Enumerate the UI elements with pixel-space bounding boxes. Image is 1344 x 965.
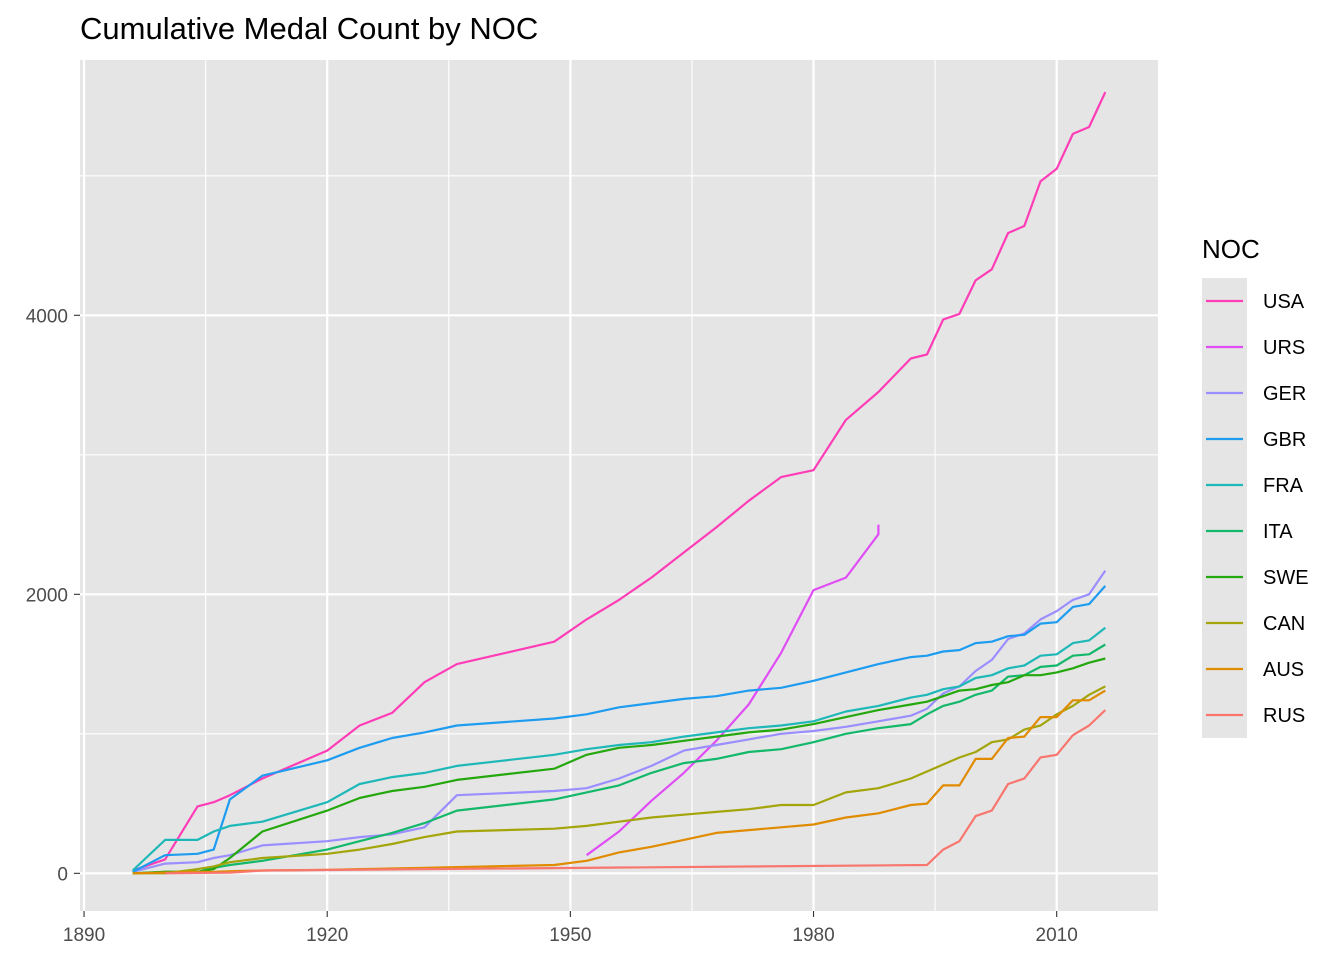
x-axis-tick-labels: 1890 1920 1950 1980 2010 xyxy=(63,925,1078,946)
series-line-rus xyxy=(165,709,1107,875)
legend-label-gbr: GBR xyxy=(1263,429,1306,451)
y-tick-label: 0 xyxy=(57,864,68,885)
series-line-urs xyxy=(585,524,880,857)
legend: NOC USA URS GER GBR FRA ITA SWE CAN AUS RUS xyxy=(1202,234,1309,738)
legend-label-urs: URS xyxy=(1263,337,1305,359)
major-gridlines xyxy=(80,60,1158,911)
series-line-can xyxy=(132,685,1106,875)
legend-label-usa: USA xyxy=(1263,291,1305,313)
minor-gridlines xyxy=(80,60,1158,911)
legend-items: USA URS GER GBR FRA ITA SWE CAN AUS RUS xyxy=(1202,278,1309,738)
legend-label-ger: GER xyxy=(1263,383,1306,405)
y-tick-label: 2000 xyxy=(26,585,68,606)
legend-label-swe: SWE xyxy=(1263,567,1309,589)
legend-label-rus: RUS xyxy=(1263,705,1305,727)
legend-label-fra: FRA xyxy=(1263,475,1304,497)
series-line-ita xyxy=(132,643,1106,875)
chart-title: Cumulative Medal Count by NOC xyxy=(80,11,538,46)
series-line-ger xyxy=(132,569,1107,873)
series-line-swe xyxy=(132,657,1106,875)
plot-panel xyxy=(80,60,1158,911)
x-tick-label: 1890 xyxy=(63,925,105,946)
axis-ticks xyxy=(74,314,1058,917)
x-tick-label: 1980 xyxy=(792,925,834,946)
series-line-gbr xyxy=(132,585,1107,873)
x-tick-label: 1920 xyxy=(306,925,348,946)
y-axis-tick-labels: 0 2000 4000 xyxy=(26,306,68,885)
series-line-fra xyxy=(131,626,1106,872)
y-tick-label: 4000 xyxy=(26,306,68,327)
x-tick-label: 1950 xyxy=(549,925,591,946)
legend-title: NOC xyxy=(1202,234,1260,264)
x-tick-label: 2010 xyxy=(1036,925,1078,946)
legend-label-aus: AUS xyxy=(1263,659,1304,681)
legend-label-ita: ITA xyxy=(1263,521,1293,543)
legend-label-can: CAN xyxy=(1263,613,1305,635)
series-lines xyxy=(131,91,1107,875)
series-line-usa xyxy=(132,91,1107,872)
